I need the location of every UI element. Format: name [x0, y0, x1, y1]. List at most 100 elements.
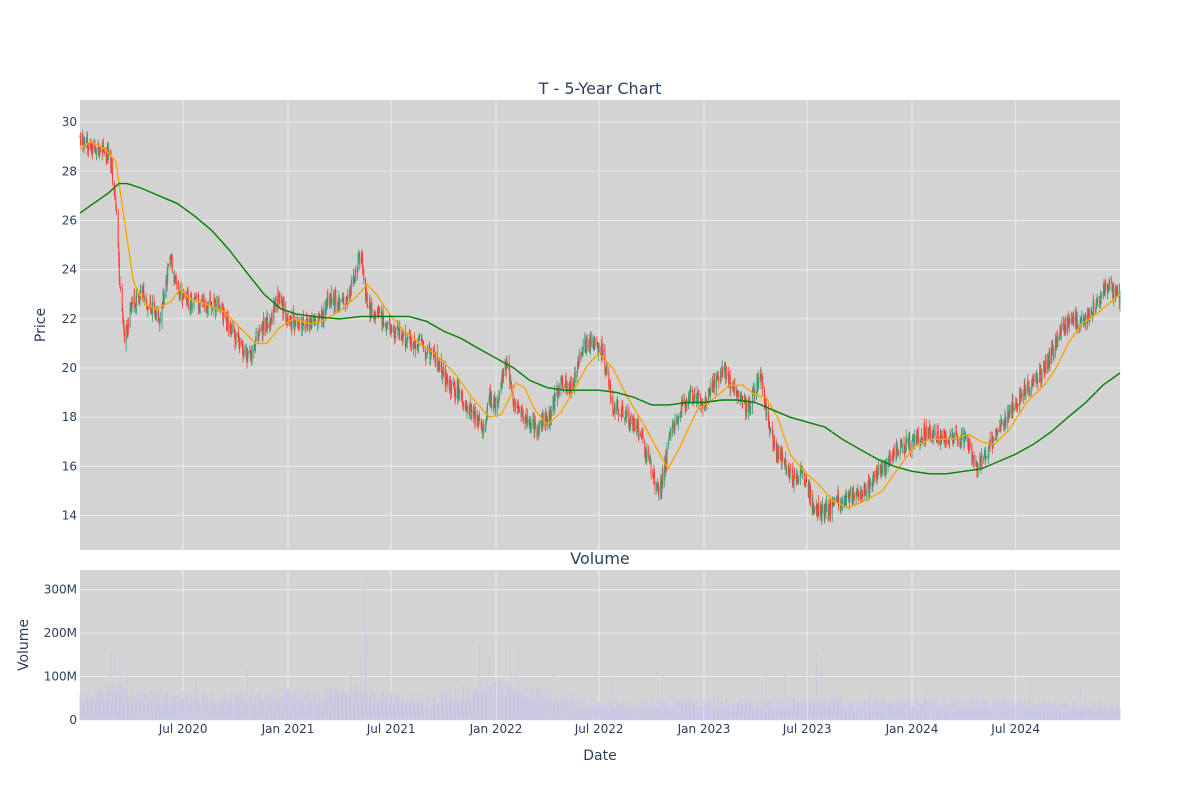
- candle-body: [114, 195, 116, 199]
- candle-body: [896, 447, 898, 453]
- volume-bar: [298, 687, 300, 720]
- volume-bar: [386, 689, 388, 720]
- volume-bar: [242, 691, 244, 720]
- candle-body: [880, 466, 882, 477]
- volume-bar: [553, 703, 555, 720]
- volume-bar: [1071, 702, 1073, 720]
- volume-bar: [959, 701, 961, 720]
- volume-bar: [382, 688, 384, 720]
- candle-body: [940, 430, 942, 440]
- volume-bar: [732, 702, 734, 720]
- candle-body: [178, 287, 180, 296]
- volume-bar: [714, 697, 716, 720]
- volume-bar: [827, 706, 829, 720]
- volume-bar: [775, 705, 777, 720]
- candle-body: [596, 341, 598, 345]
- volume-bar: [359, 690, 361, 720]
- volume-bar: [449, 688, 451, 720]
- candle-body: [402, 334, 404, 342]
- volume-bar: [545, 688, 547, 720]
- volume-bar: [365, 576, 366, 720]
- candle-body: [808, 485, 810, 496]
- volume-bar: [722, 702, 724, 720]
- candle-body: [234, 330, 236, 342]
- candle-body: [832, 500, 834, 506]
- volume-bar: [706, 700, 708, 720]
- volume-bar: [541, 703, 543, 720]
- candle-body: [576, 374, 578, 379]
- candle-body: [1107, 290, 1109, 292]
- volume-bar: [622, 705, 623, 720]
- candle-body: [1056, 337, 1058, 341]
- candle-body: [127, 322, 129, 335]
- candle-body: [652, 475, 654, 479]
- candle-body: [929, 427, 931, 440]
- candle-body: [784, 460, 786, 465]
- candle-body: [644, 440, 646, 456]
- ma-short-line: [79, 140, 1121, 509]
- price-y-tick-label: 28: [62, 164, 77, 178]
- candle-body: [1009, 406, 1011, 409]
- volume-bar: [812, 706, 814, 720]
- volume-bar: [1075, 709, 1077, 720]
- volume-bar: [553, 704, 555, 720]
- volume-bar: [317, 703, 319, 720]
- volume-bar: [612, 708, 614, 720]
- volume-bar: [211, 704, 213, 720]
- volume-bar: [574, 701, 576, 720]
- candle-body: [753, 388, 755, 395]
- volume-bar: [1111, 703, 1112, 720]
- volume-bar: [233, 704, 235, 720]
- volume-bar: [1099, 701, 1100, 720]
- volume-bar: [1053, 705, 1055, 720]
- candle-body: [620, 406, 622, 416]
- volume-bar: [664, 700, 666, 720]
- volume-bar: [582, 707, 584, 720]
- candle-body: [1035, 379, 1037, 382]
- candle-body: [509, 379, 511, 383]
- candle-body: [509, 369, 511, 382]
- volume-bar: [1108, 708, 1110, 720]
- volume-bar: [701, 704, 703, 720]
- volume-bar: [309, 690, 311, 720]
- volume-bar: [1039, 705, 1041, 720]
- volume-bar: [533, 696, 535, 720]
- candle-body: [247, 355, 249, 363]
- volume-bar: [594, 703, 596, 720]
- candle-body: [433, 349, 435, 354]
- candle-body: [641, 432, 643, 435]
- volume-bar: [201, 698, 203, 720]
- volume-bar: [1108, 706, 1110, 720]
- volume-bar: [457, 686, 459, 720]
- volume-bar: [229, 703, 231, 720]
- candle-body: [96, 150, 98, 154]
- volume-bar: [485, 694, 487, 720]
- candle-body: [905, 438, 907, 446]
- candle-body: [420, 338, 422, 342]
- candle-body: [386, 325, 388, 327]
- candle-body: [678, 415, 680, 418]
- candle-body: [776, 447, 778, 458]
- candle-body: [133, 297, 135, 305]
- candle-body: [449, 383, 451, 386]
- volume-bar: [969, 709, 971, 720]
- volume-bar: [198, 700, 200, 720]
- volume-bar: [816, 703, 818, 720]
- candle-body: [251, 353, 253, 358]
- volume-bar: [758, 705, 760, 720]
- candle-body: [931, 436, 933, 441]
- volume-bar: [273, 696, 275, 720]
- volume-bar: [702, 698, 704, 720]
- volume-bar: [649, 706, 651, 720]
- volume-bar: [90, 697, 92, 720]
- candle-body: [1025, 392, 1027, 394]
- candle-body: [641, 434, 643, 436]
- candle-body: [625, 410, 627, 418]
- candle-body: [625, 416, 627, 418]
- volume-bar: [606, 709, 608, 720]
- candle-body: [554, 393, 556, 396]
- volume-bar: [259, 695, 261, 720]
- volume-bar: [139, 688, 141, 720]
- volume-bar: [628, 699, 630, 720]
- volume-bar: [777, 699, 779, 720]
